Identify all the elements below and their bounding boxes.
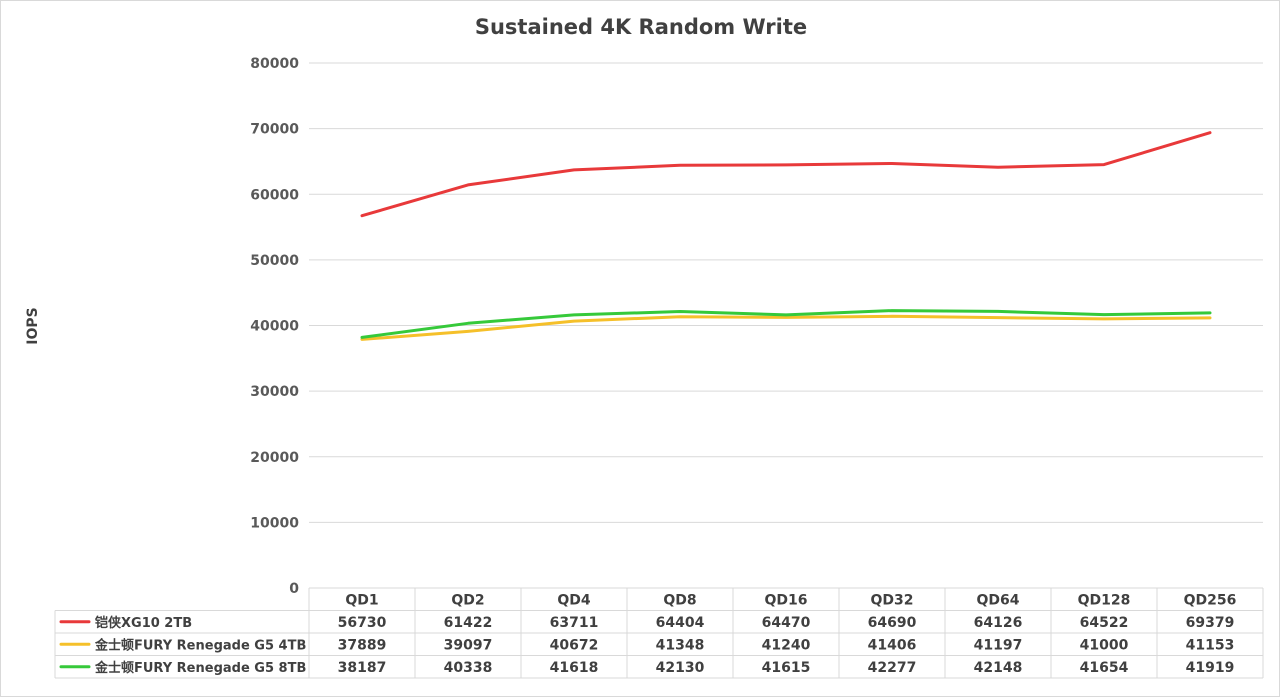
x-tick-label: QD32 (870, 592, 913, 608)
data-label: 63711 (550, 615, 599, 631)
y-axis-label: IOPS (25, 307, 41, 344)
data-label: 41406 (868, 637, 917, 653)
series-line (360, 309, 1212, 339)
y-tick-label: 20000 (250, 450, 299, 466)
data-label: 41615 (762, 660, 811, 676)
data-label: 38187 (338, 660, 387, 676)
legend-entry: 金士顿FURY Renegade G5 4TB (94, 637, 306, 653)
legend-entry: 铠侠XG10 2TB (95, 615, 192, 631)
data-table: QD1 QD2 QD4 QD8 QD16 QD32 QD64 QD128 QD256 铠侠XG10… (54, 587, 1264, 679)
data-label: 64470 (762, 615, 811, 631)
x-tick-label: QD64 (976, 592, 1019, 608)
y-tick-label: 50000 (250, 253, 299, 269)
data-label: 56730 (338, 615, 387, 631)
data-label: 41654 (1080, 660, 1129, 676)
y-tick-label: 10000 (250, 515, 299, 531)
series-lines (360, 131, 1212, 341)
x-tick-label: QD8 (663, 592, 696, 608)
y-tick-label: 0 (289, 581, 299, 597)
data-label: 41000 (1080, 637, 1129, 653)
x-tick-label: QD1 (345, 592, 378, 608)
y-axis-ticks: 0 10000 20000 30000 40000 50000 60000 70000 8000… (250, 56, 299, 597)
y-tick-label: 70000 (250, 122, 299, 138)
data-label: 69379 (1186, 615, 1235, 631)
x-tick-label: QD2 (451, 592, 484, 608)
y-tick-label: 30000 (250, 384, 299, 400)
x-tick-label: QD256 (1184, 592, 1237, 608)
data-label: 37889 (338, 637, 387, 653)
y-tick-label: 60000 (250, 187, 299, 203)
data-label: 64522 (1080, 615, 1129, 631)
chart-title: Sustained 4K Random Write (475, 15, 807, 39)
legend-entry: 金士顿FURY Renegade G5 8TB (94, 660, 306, 676)
x-tick-label: QD16 (764, 592, 807, 608)
data-label: 42148 (974, 660, 1023, 676)
data-label: 61422 (444, 615, 493, 631)
data-label: 64404 (656, 615, 705, 631)
data-label: 64690 (868, 615, 917, 631)
data-label: 40338 (444, 660, 493, 676)
series-line (360, 314, 1212, 341)
data-label: 41240 (762, 637, 811, 653)
data-label: 41197 (974, 637, 1023, 653)
data-label: 42130 (656, 660, 705, 676)
y-tick-label: 40000 (250, 319, 299, 335)
data-label: 41348 (656, 637, 705, 653)
data-label: 40672 (550, 637, 599, 653)
x-tick-label: QD4 (557, 592, 591, 608)
data-label: 42277 (868, 660, 917, 676)
x-tick-label: QD128 (1078, 592, 1131, 608)
y-tick-label: 80000 (250, 56, 299, 72)
data-label: 41153 (1186, 637, 1235, 653)
data-label: 41618 (550, 660, 599, 676)
data-label: 41919 (1186, 660, 1235, 676)
gridlines (309, 62, 1263, 589)
data-label: 39097 (444, 637, 493, 653)
series-line (360, 131, 1212, 218)
data-label: 64126 (974, 615, 1023, 631)
